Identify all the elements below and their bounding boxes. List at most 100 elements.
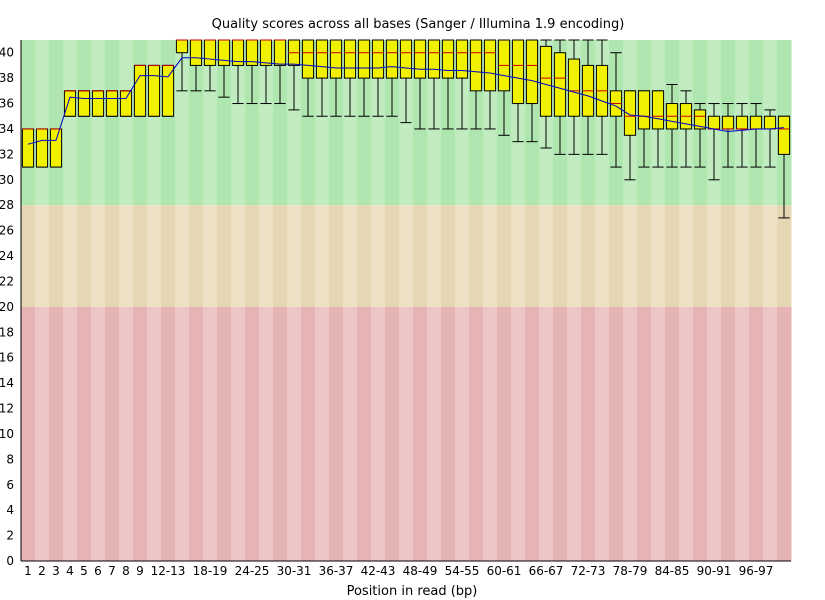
zone-poor-stripe	[133, 306, 148, 561]
x-tick-label: 42-43	[361, 564, 396, 578]
zone-poor-stripe	[21, 306, 36, 561]
mean-line	[27, 57, 785, 145]
zone-reasonable-stripe	[371, 205, 386, 307]
quartile-box	[441, 39, 455, 79]
quartile-box	[119, 90, 133, 117]
zone-good-stripe	[133, 40, 148, 206]
quartile-box	[133, 64, 147, 117]
x-tick-label: 72-73	[571, 564, 606, 578]
zone-good-stripe	[119, 40, 134, 206]
zone-good-stripe	[385, 40, 400, 206]
y-tick-label: 8	[6, 452, 14, 466]
zone-poor-stripe	[189, 306, 204, 561]
zone-reasonable-stripe	[301, 205, 316, 307]
x-tick-label: 6	[94, 564, 102, 578]
zone-reasonable-stripe	[385, 205, 400, 307]
x-tick-label: 84-85	[655, 564, 690, 578]
quartile-box	[259, 39, 273, 66]
x-tick-label: 3	[52, 564, 60, 578]
quartile-box	[329, 39, 343, 79]
y-tick-label: 10	[0, 427, 14, 441]
y-tick-label: 30	[0, 173, 14, 187]
zone-poor-stripe	[413, 306, 428, 561]
x-tick-label: 1	[24, 564, 32, 578]
zone-reasonable-stripe	[595, 205, 610, 307]
zone-poor-stripe	[371, 306, 386, 561]
zone-reasonable-stripe	[63, 205, 78, 307]
zone-reasonable-stripe	[567, 205, 582, 307]
quartile-box	[147, 64, 161, 117]
zone-reasonable-stripe	[329, 205, 344, 307]
zone-good-stripe	[21, 40, 36, 206]
zone-reasonable-stripe	[707, 205, 722, 307]
zone-poor-stripe	[301, 306, 316, 561]
x-tick-label: 5	[80, 564, 88, 578]
zone-poor-stripe	[175, 306, 190, 561]
zone-reasonable-stripe	[623, 205, 638, 307]
zone-reasonable-stripe	[511, 205, 526, 307]
x-tick-label: 54-55	[445, 564, 480, 578]
y-tick-label: 20	[0, 300, 14, 314]
zone-good-stripe	[287, 40, 302, 206]
zone-poor-stripe	[315, 306, 330, 561]
x-tick-label: 78-79	[613, 564, 648, 578]
zone-reasonable-stripe	[133, 205, 148, 307]
zone-reasonable-stripe	[651, 205, 666, 307]
y-tick-label: 22	[0, 274, 14, 288]
y-tick-label: 26	[0, 224, 14, 238]
quartile-box	[49, 128, 63, 168]
zone-poor-stripe	[637, 306, 652, 561]
zone-good-stripe	[203, 40, 218, 206]
zone-poor-stripe	[665, 306, 680, 561]
zone-reasonable-stripe	[427, 205, 442, 307]
quartile-box	[455, 39, 469, 79]
y-tick-label: 16	[0, 351, 14, 365]
zone-reasonable-stripe	[315, 205, 330, 307]
zone-good-stripe	[343, 40, 358, 206]
zone-poor-stripe	[707, 306, 722, 561]
quartile-box	[539, 45, 553, 117]
quartile-box	[357, 39, 371, 79]
zone-poor-stripe	[455, 306, 470, 561]
quartile-box	[427, 39, 441, 79]
quartile-box	[721, 115, 735, 130]
zone-reasonable-stripe	[21, 205, 36, 307]
zone-reasonable-stripe	[525, 205, 540, 307]
zone-poor-stripe	[119, 306, 134, 561]
zone-good-stripe	[231, 40, 246, 206]
zone-good-stripe	[147, 40, 162, 206]
zone-reasonable-stripe	[581, 205, 596, 307]
quartile-box	[623, 90, 637, 136]
zone-poor-stripe	[539, 306, 554, 561]
zone-good-stripe	[245, 40, 260, 206]
x-tick-label: 60-61	[487, 564, 522, 578]
zone-poor-stripe	[91, 306, 106, 561]
x-tick-label: 36-37	[319, 564, 354, 578]
zone-reasonable-stripe	[539, 205, 554, 307]
x-tick-label: 7	[108, 564, 116, 578]
zone-poor-stripe	[35, 306, 50, 561]
quartile-box	[777, 115, 791, 155]
zone-good-stripe	[357, 40, 372, 206]
y-tick-label: 2	[6, 529, 14, 543]
zone-reasonable-stripe	[161, 205, 176, 307]
zone-poor-stripe	[63, 306, 78, 561]
zone-poor-stripe	[259, 306, 274, 561]
quartile-box	[763, 115, 777, 130]
x-tick-label: 8	[122, 564, 130, 578]
quartile-box	[385, 39, 399, 79]
zone-poor-stripe	[161, 306, 176, 561]
zone-poor-stripe	[469, 306, 484, 561]
zone-reasonable-stripe	[105, 205, 120, 307]
zone-reasonable-stripe	[763, 205, 778, 307]
y-tick-label: 18	[0, 325, 14, 339]
mean-line-layer	[27, 57, 785, 145]
x-tick-label: 2	[38, 564, 46, 578]
zone-good-stripe	[77, 40, 92, 206]
quartile-box	[273, 39, 287, 66]
quartile-box	[525, 39, 539, 105]
zone-poor-stripe	[217, 306, 232, 561]
zone-good-stripe	[301, 40, 316, 206]
zone-poor-stripe	[623, 306, 638, 561]
